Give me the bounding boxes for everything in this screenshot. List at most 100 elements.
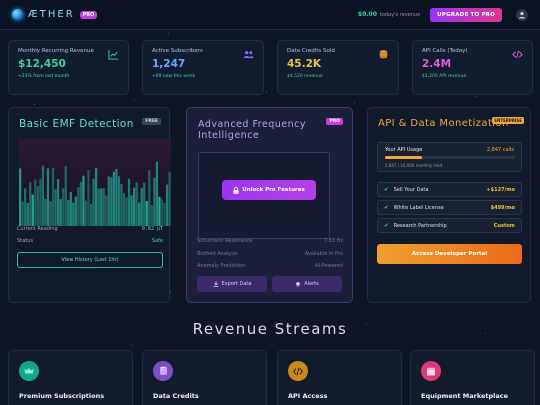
card-label: Premium Subscriptions [19,392,105,400]
stat-sub: $4,520 revenue [287,74,323,79]
section-title: Revenue Streams [192,320,348,338]
code-icon [288,361,308,381]
stat-card-api: API Calls (Today) 2.4M $1,200 API revenu… [412,40,533,95]
usage-progress-fill [385,156,422,159]
usage-label: Your API Usage [385,147,423,153]
emf-bar [92,178,95,226]
api-usage-box: Your API Usage 2,847 calls 2,847 / 10,00… [377,142,522,172]
bell-icon [296,282,301,287]
star [474,95,476,97]
emf-bar [74,196,77,226]
emf-bar [130,195,133,226]
emf-bar [153,177,156,226]
usage-progress-track [385,156,515,159]
unlock-pro-button[interactable]: Unlock Pro Features [222,180,316,200]
emf-bar [100,188,103,226]
stat-label: Active Subscribers [152,48,203,54]
users-icon [243,51,254,59]
usage-limit: 2,847 / 10,000 monthly limit [385,163,443,168]
pro-tag: PRO [326,118,343,125]
emf-bars [19,161,171,226]
alerts-button[interactable]: Alerts [272,276,342,292]
emf-bar [51,167,55,226]
star [134,99,135,101]
export-data-button[interactable]: Export Data [197,276,267,292]
offer-price: +$127/mo [486,186,515,193]
stat-label: API Calls (Today) [422,48,468,54]
pro-badge: PRO [79,10,98,19]
emf-bar [41,165,45,226]
row-value: AI-Powered [315,263,343,269]
status-value: Safe [151,238,163,244]
export-label: Export Data [221,281,252,287]
coins-icon [379,50,388,59]
revenue-card-subscriptions[interactable]: Premium Subscriptions [8,350,133,405]
emf-reading-row: Current Reading 0.62 μT [17,226,163,232]
view-history-button[interactable]: View History (Last 1hr) [17,252,163,268]
emf-bar [165,184,169,226]
emf-bar [44,198,47,226]
revenue-card-marketplace[interactable]: Equipment Marketplace [410,350,535,405]
offer-row[interactable]: ✔ White Label License $499/mo [377,200,522,215]
emf-bar [143,182,146,226]
emf-bar [163,202,166,226]
card-label: API Access [288,392,328,400]
emf-bar [110,177,113,226]
emf-bar [125,197,128,226]
user-menu-button[interactable] [516,8,528,21]
row-value: Available in Pro [304,251,343,257]
offer-price: Custom [493,222,515,229]
emf-bar [112,171,115,226]
frequency-intelligence-panel: Advanced Frequency Intelligence PRO [186,107,353,303]
card-label: Data Credits [153,392,199,400]
emf-bar [31,194,34,226]
emf-bar [95,167,98,226]
check-icon: ✔ [384,222,389,229]
enterprise-tag: ENTERPRISE [492,117,524,124]
stat-label: Data Credits Sold [287,48,335,54]
row-label: Anomaly Prediction [197,263,246,269]
coins-icon [153,361,173,381]
emf-bar [105,195,108,226]
chart-up-icon [108,49,119,60]
row-label: Biofield Analysis [197,251,238,257]
emf-bar [62,188,65,226]
upgrade-button[interactable]: UPGRADE TO PRO [430,7,502,22]
emf-bar [140,187,143,226]
emf-bar [168,172,171,226]
star [354,102,356,104]
emf-bar [49,201,52,226]
offer-row[interactable]: ✔ Research Partnership Custom [377,218,522,233]
emf-bar [36,186,39,226]
developer-portal-button[interactable]: Access Developer Portal [377,244,522,264]
emf-bar [46,168,50,226]
pro-row: Biofield Analysis Available in Pro [197,251,343,257]
emf-bar [107,176,110,226]
top-bar: ÆTHER PRO $0.00 today's revenue UPGRADE … [0,0,540,30]
emf-bar [84,200,88,226]
offer-row[interactable]: ✔ Sell Your Data +$127/mo [377,182,522,197]
panel-title: Advanced Frequency Intelligence [198,119,307,141]
check-icon: ✔ [384,204,389,211]
stat-card-mrr: Monthly Recurring Revenue $12,450 +23% f… [8,40,129,95]
emf-bar [120,183,123,226]
star [266,92,268,94]
revenue-card-data-credits[interactable]: Data Credits [142,350,267,405]
check-icon: ✔ [384,186,389,193]
emf-bar [24,188,27,226]
stat-value: 1,247 [152,58,186,70]
card-label: Equipment Marketplace [421,392,509,400]
today-revenue-label: today's revenue [379,11,421,18]
emf-bar [57,179,60,226]
store-icon [421,361,441,381]
row-label: Schumann Resonance [197,238,253,244]
emf-bar [21,201,24,226]
star [167,33,169,35]
pro-row: Anomaly Prediction AI-Powered [197,263,343,269]
reading-label: Current Reading [17,226,58,232]
alerts-label: Alerts [304,281,319,287]
emf-bar [34,179,37,226]
offer-name: Sell Your Data [393,186,429,193]
emf-bar [160,199,164,226]
revenue-card-api-access[interactable]: API Access [277,350,402,405]
